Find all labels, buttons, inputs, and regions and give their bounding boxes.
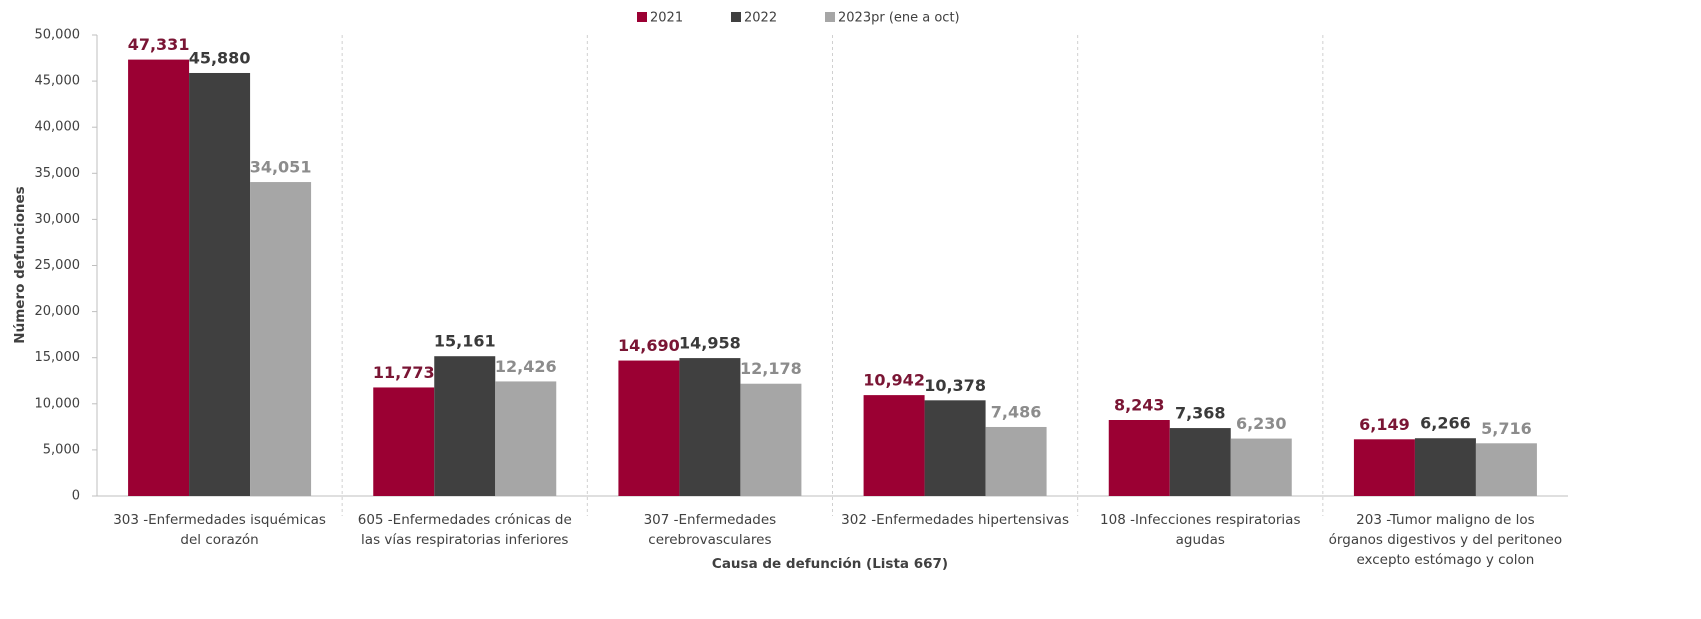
data-label: 14,690 — [618, 336, 680, 355]
bar — [1230, 438, 1292, 496]
legend-label: 2021 — [650, 11, 683, 26]
y-tick-label: 45,000 — [35, 74, 81, 89]
data-label: 15,161 — [434, 332, 496, 351]
data-label: 10,378 — [924, 376, 986, 395]
bar — [985, 426, 1047, 496]
data-label: 7,368 — [1175, 404, 1226, 423]
x-axis-title: Causa de defunción (Lista 667) — [712, 556, 948, 572]
legend-swatch — [825, 12, 835, 22]
bar — [618, 360, 680, 496]
data-label: 6,149 — [1359, 415, 1410, 434]
bar — [679, 358, 741, 496]
y-tick-label: 50,000 — [35, 28, 81, 43]
data-label: 12,178 — [740, 359, 802, 378]
y-tick-label: 0 — [72, 489, 80, 504]
bar — [189, 72, 251, 497]
data-label: 8,243 — [1114, 395, 1165, 414]
bar — [1414, 438, 1476, 496]
x-tick-label: 203 -Tumor maligno de los órganos digest… — [1328, 512, 1563, 568]
bar — [1108, 419, 1170, 496]
y-tick-label: 15,000 — [35, 350, 81, 365]
bar — [863, 395, 925, 496]
bar — [1475, 443, 1537, 496]
y-tick-label: 20,000 — [35, 304, 81, 319]
bar — [1353, 439, 1415, 496]
bar — [373, 387, 435, 496]
data-label: 14,958 — [679, 334, 741, 353]
data-label: 34,051 — [250, 158, 312, 177]
data-label: 6,230 — [1236, 414, 1287, 433]
data-label: 11,773 — [373, 363, 435, 382]
y-tick-label: 5,000 — [43, 442, 80, 457]
data-label: 47,331 — [128, 35, 190, 54]
y-axis-title: Número defunciones — [12, 186, 28, 343]
x-tick-label: 108 -Infecciones respiratorias agudas — [1100, 512, 1301, 548]
bar — [434, 356, 496, 496]
legend-swatch — [731, 12, 741, 22]
data-label: 12,426 — [495, 357, 557, 376]
y-tick-label: 10,000 — [35, 396, 81, 411]
x-tick-label: 307 -Enfermedades cerebrovasculares — [643, 512, 777, 548]
legend-swatch — [637, 12, 647, 22]
y-tick-label: 35,000 — [35, 166, 81, 181]
x-tick-label: 605 -Enfermedades crónicas de las vías r… — [357, 512, 572, 548]
data-label: 45,880 — [189, 48, 251, 67]
x-tick-label: 303 -Enfermedades isquémicas del corazón — [113, 512, 326, 548]
bar — [740, 383, 802, 496]
data-label: 5,716 — [1481, 419, 1532, 438]
data-label: 10,942 — [863, 371, 925, 390]
bar — [924, 400, 986, 496]
y-tick-label: 40,000 — [35, 120, 81, 135]
x-tick-label: 302 -Enfermedades hipertensivas — [841, 512, 1069, 528]
data-label: 6,266 — [1420, 414, 1471, 433]
y-tick-label: 30,000 — [35, 212, 81, 227]
bar — [1169, 428, 1231, 496]
data-label: 7,486 — [991, 402, 1042, 421]
bar — [128, 59, 190, 496]
legend-label: 2022 — [744, 11, 777, 26]
y-tick-label: 25,000 — [35, 258, 81, 273]
bar — [495, 381, 557, 496]
legend-label: 2023pr (ene a oct) — [838, 11, 960, 26]
bar — [250, 182, 312, 496]
